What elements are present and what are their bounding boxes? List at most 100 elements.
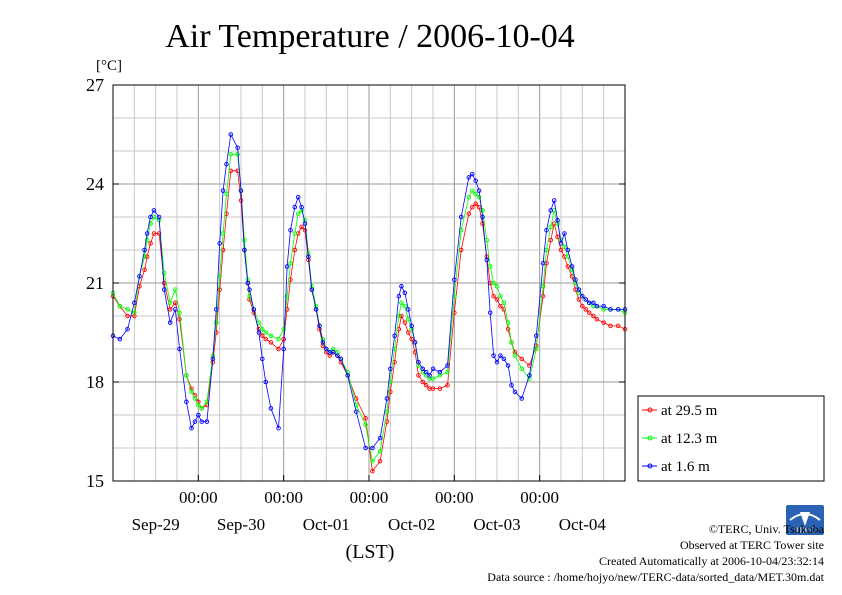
- data-point: [173, 287, 178, 292]
- data-point: [260, 356, 265, 362]
- data-point: [402, 303, 408, 309]
- data-point: [498, 303, 503, 309]
- data-point: [562, 244, 567, 249]
- x-date-label: Oct-03: [473, 515, 520, 534]
- data-point: [540, 260, 546, 266]
- data-point: [491, 293, 496, 299]
- data-point: [151, 231, 157, 236]
- data-point: [320, 340, 326, 345]
- copyright-text: ©TERC, Univ. Tsukuba: [708, 522, 824, 536]
- data-point: [177, 317, 182, 322]
- data-point: [144, 237, 150, 243]
- data-point: [509, 383, 514, 388]
- data-point: [210, 356, 216, 362]
- data-point: [370, 458, 375, 464]
- data-point: [399, 284, 404, 289]
- data-point: [189, 425, 194, 431]
- data-point: [458, 214, 464, 220]
- data-point: [473, 178, 478, 183]
- data-point: [519, 356, 524, 362]
- data-point: [470, 204, 475, 210]
- data-point: [591, 300, 596, 306]
- y-tick-label: 15: [86, 471, 104, 491]
- data-point: [491, 353, 496, 358]
- data-point: [242, 247, 247, 253]
- data-point: [167, 300, 173, 306]
- data-point: [402, 320, 408, 325]
- data-point: [476, 188, 482, 193]
- data-point: [299, 224, 304, 230]
- data-point: [247, 287, 252, 292]
- data-point: [576, 287, 582, 292]
- data-point: [586, 310, 592, 315]
- data-point: [565, 247, 571, 253]
- data-point: [268, 406, 274, 411]
- data-point: [161, 287, 167, 292]
- observed-text: Observed at TERC Tower site: [679, 538, 824, 552]
- data-point: [423, 383, 429, 388]
- data-point: [245, 280, 251, 286]
- data-point: [416, 359, 421, 365]
- x-date-label: Oct-04: [559, 515, 607, 534]
- x-date-label: Sep-30: [217, 515, 265, 534]
- data-point: [214, 320, 219, 325]
- data-point: [220, 231, 226, 236]
- data-point: [132, 300, 137, 306]
- data-point: [142, 247, 147, 253]
- data-point: [498, 353, 503, 358]
- data-point: [302, 227, 308, 233]
- data-point: [263, 336, 268, 342]
- x-axis: 00:00 00:00 00:00 00:00 00:00 Sep-29 Sep-30 Oct…: [132, 475, 607, 534]
- data-point: [470, 171, 475, 177]
- legend-item-29-5m: at 29.5 m: [642, 403, 718, 419]
- data-point: [132, 310, 137, 315]
- data-point: [309, 287, 315, 292]
- data-point: [330, 350, 336, 355]
- x-tick-label: 00:00: [264, 488, 303, 507]
- data-point: [615, 307, 621, 312]
- data-point: [384, 396, 390, 401]
- data-point: [437, 386, 443, 391]
- data-point: [409, 323, 414, 329]
- series-line: [112, 153, 626, 463]
- data-point: [324, 346, 329, 352]
- data-point: [238, 198, 244, 203]
- data-point: [144, 254, 150, 259]
- data-point: [276, 425, 281, 431]
- data-point: [363, 445, 368, 451]
- data-point: [452, 277, 457, 282]
- data-point: [345, 373, 350, 378]
- data-point: [263, 379, 268, 385]
- data-point: [586, 300, 592, 306]
- data-point: [363, 416, 368, 421]
- data-point: [125, 326, 130, 332]
- data-point: [491, 280, 496, 286]
- data-point: [466, 194, 472, 200]
- data-point: [148, 241, 153, 246]
- data-point: [576, 297, 582, 302]
- data-point: [608, 323, 613, 329]
- data-point: [534, 346, 539, 352]
- data-point: [452, 293, 457, 299]
- data-point: [392, 333, 397, 339]
- data-point: [494, 359, 500, 365]
- data-point: [509, 340, 514, 345]
- data-point: [388, 389, 393, 395]
- data-point: [292, 204, 298, 210]
- legend-label: at 29.5 m: [661, 403, 718, 419]
- y-tick-label: 18: [86, 372, 104, 392]
- data-point: [409, 336, 414, 342]
- data-point: [189, 389, 194, 395]
- data-point: [430, 366, 436, 372]
- data-point: [276, 346, 281, 352]
- data-point: [192, 419, 198, 424]
- data-point: [480, 214, 485, 220]
- data-point: [555, 234, 560, 240]
- data-point: [370, 445, 375, 451]
- data-point: [412, 340, 418, 345]
- x-tick-label: 00:00: [435, 488, 474, 507]
- data-point: [551, 198, 557, 203]
- data-point: [335, 353, 340, 358]
- data-point: [377, 458, 383, 464]
